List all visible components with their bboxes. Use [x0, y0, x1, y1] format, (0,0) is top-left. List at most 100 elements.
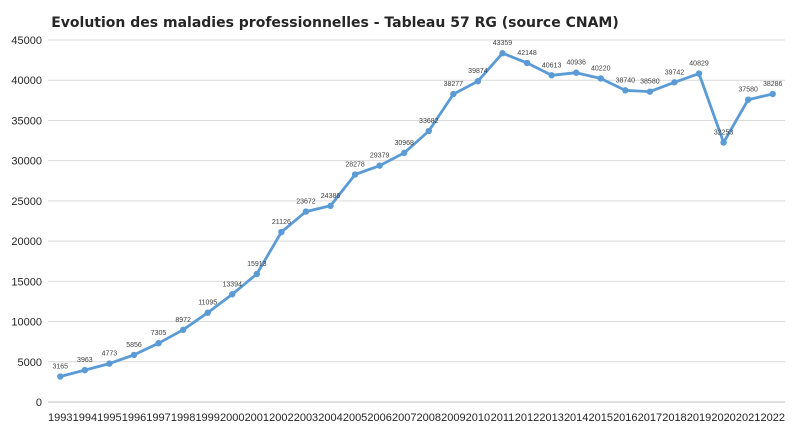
data-label: 3165: [52, 364, 68, 371]
x-tick-label: 2016: [613, 412, 637, 424]
data-label: 43359: [493, 40, 513, 47]
data-label: 40829: [689, 61, 709, 68]
data-label: 15913: [247, 261, 267, 268]
y-tick-label: 10000: [11, 317, 42, 329]
data-label: 24386: [321, 193, 341, 200]
data-point: [474, 78, 482, 85]
x-tick-label: 2001: [245, 412, 269, 424]
series-line: [59, 51, 774, 378]
y-tick-label: 15000: [11, 276, 42, 288]
data-point: [106, 360, 113, 367]
data-point: [450, 90, 457, 98]
data-point: [81, 366, 89, 374]
x-tick-label: 2014: [564, 412, 588, 424]
series-line-layer: [59, 51, 774, 378]
chart-title: Evolution des maladies professionnelles …: [51, 15, 619, 31]
data-point: [720, 139, 727, 146]
data-point: [253, 270, 261, 278]
y-tick-label: 45000: [11, 35, 42, 47]
data-label: 13394: [223, 281, 243, 288]
x-tick-label: 1998: [171, 412, 195, 424]
x-tick-label: 2019: [687, 412, 711, 424]
data-point: [204, 309, 211, 316]
x-tick-label: 2017: [638, 412, 662, 424]
data-point: [302, 208, 310, 215]
data-point: [57, 373, 64, 380]
data-point: [179, 326, 187, 334]
data-point: [425, 127, 432, 135]
data-label: 37580: [738, 87, 758, 94]
data-label: 7305: [151, 330, 167, 337]
y-tick-label: 35000: [11, 115, 42, 127]
data-label: 23672: [296, 199, 316, 206]
data-label: 40220: [591, 65, 611, 72]
data-label: 40613: [542, 62, 562, 69]
x-tick-label: 2021: [736, 412, 760, 424]
data-point: [499, 50, 506, 57]
y-axis-ticks: 0 5000 10000 15000 20000 25000 30000 35000 40000…: [11, 35, 42, 409]
data-point: [572, 69, 580, 76]
x-tick-label: 2005: [343, 412, 367, 424]
y-tick-label: 40000: [11, 75, 42, 87]
y-tick-label: 30000: [11, 156, 42, 168]
data-point: [376, 162, 383, 169]
data-label: 3963: [77, 357, 93, 364]
data-labels: 3165 3963 4773 5856 7305 8972 11095 13394 15913 2…: [52, 40, 782, 370]
data-point: [671, 79, 678, 86]
data-label: 8972: [175, 317, 191, 324]
x-tick-label: 2000: [220, 412, 244, 424]
x-tick-label: 1999: [195, 412, 219, 424]
data-point: [351, 171, 359, 178]
data-point: [597, 75, 604, 82]
x-tick-label: 2010: [466, 412, 490, 424]
data-point: [769, 90, 776, 98]
data-point: [548, 72, 555, 79]
data-label: 38277: [444, 81, 464, 88]
data-label: 11095: [198, 300, 217, 307]
data-point: [523, 59, 531, 67]
data-point: [401, 149, 408, 157]
y-tick-label: 0: [36, 397, 42, 409]
x-tick-label: 2009: [441, 412, 465, 424]
data-point: [130, 351, 138, 359]
x-tick-label: 2004: [318, 412, 342, 424]
data-label: 40936: [566, 60, 586, 67]
x-tick-label: 2007: [392, 412, 416, 424]
data-label: 38286: [763, 81, 783, 88]
y-tick-label: 20000: [11, 236, 42, 248]
data-label: 21126: [272, 219, 291, 226]
x-tick-label: 2013: [539, 412, 563, 424]
data-point: [327, 202, 334, 210]
x-tick-label: 2006: [367, 412, 391, 424]
data-point: [155, 340, 162, 347]
x-tick-label: 2018: [662, 412, 686, 424]
x-tick-label: 1993: [48, 412, 72, 424]
x-tick-label: 1996: [122, 412, 146, 424]
data-label: 28278: [345, 162, 365, 169]
x-tick-label: 1995: [97, 412, 121, 424]
y-tick-label: 5000: [18, 357, 42, 369]
x-tick-label: 2003: [294, 412, 318, 424]
data-label: 30968: [394, 140, 414, 147]
data-point: [744, 96, 752, 103]
gridlines: [48, 39, 785, 403]
data-label: 42148: [517, 50, 537, 57]
data-label: 5856: [126, 342, 142, 349]
data-point: [229, 291, 236, 298]
y-tick-label: 25000: [11, 196, 42, 208]
data-label: 4773: [102, 351, 118, 358]
x-tick-label: 2002: [269, 412, 293, 424]
data-label: 38580: [640, 79, 660, 86]
data-point: [695, 70, 703, 77]
x-tick-label: 2020: [711, 412, 735, 424]
x-tick-label: 2011: [491, 412, 515, 424]
data-point: [278, 228, 285, 236]
data-point: [622, 87, 629, 94]
data-label: 39742: [665, 69, 685, 76]
data-label: 38740: [616, 77, 636, 84]
data-points: [57, 50, 776, 380]
data-label: 39874: [468, 68, 488, 75]
data-label: 32253: [714, 130, 734, 137]
data-label: 33682: [419, 118, 439, 125]
